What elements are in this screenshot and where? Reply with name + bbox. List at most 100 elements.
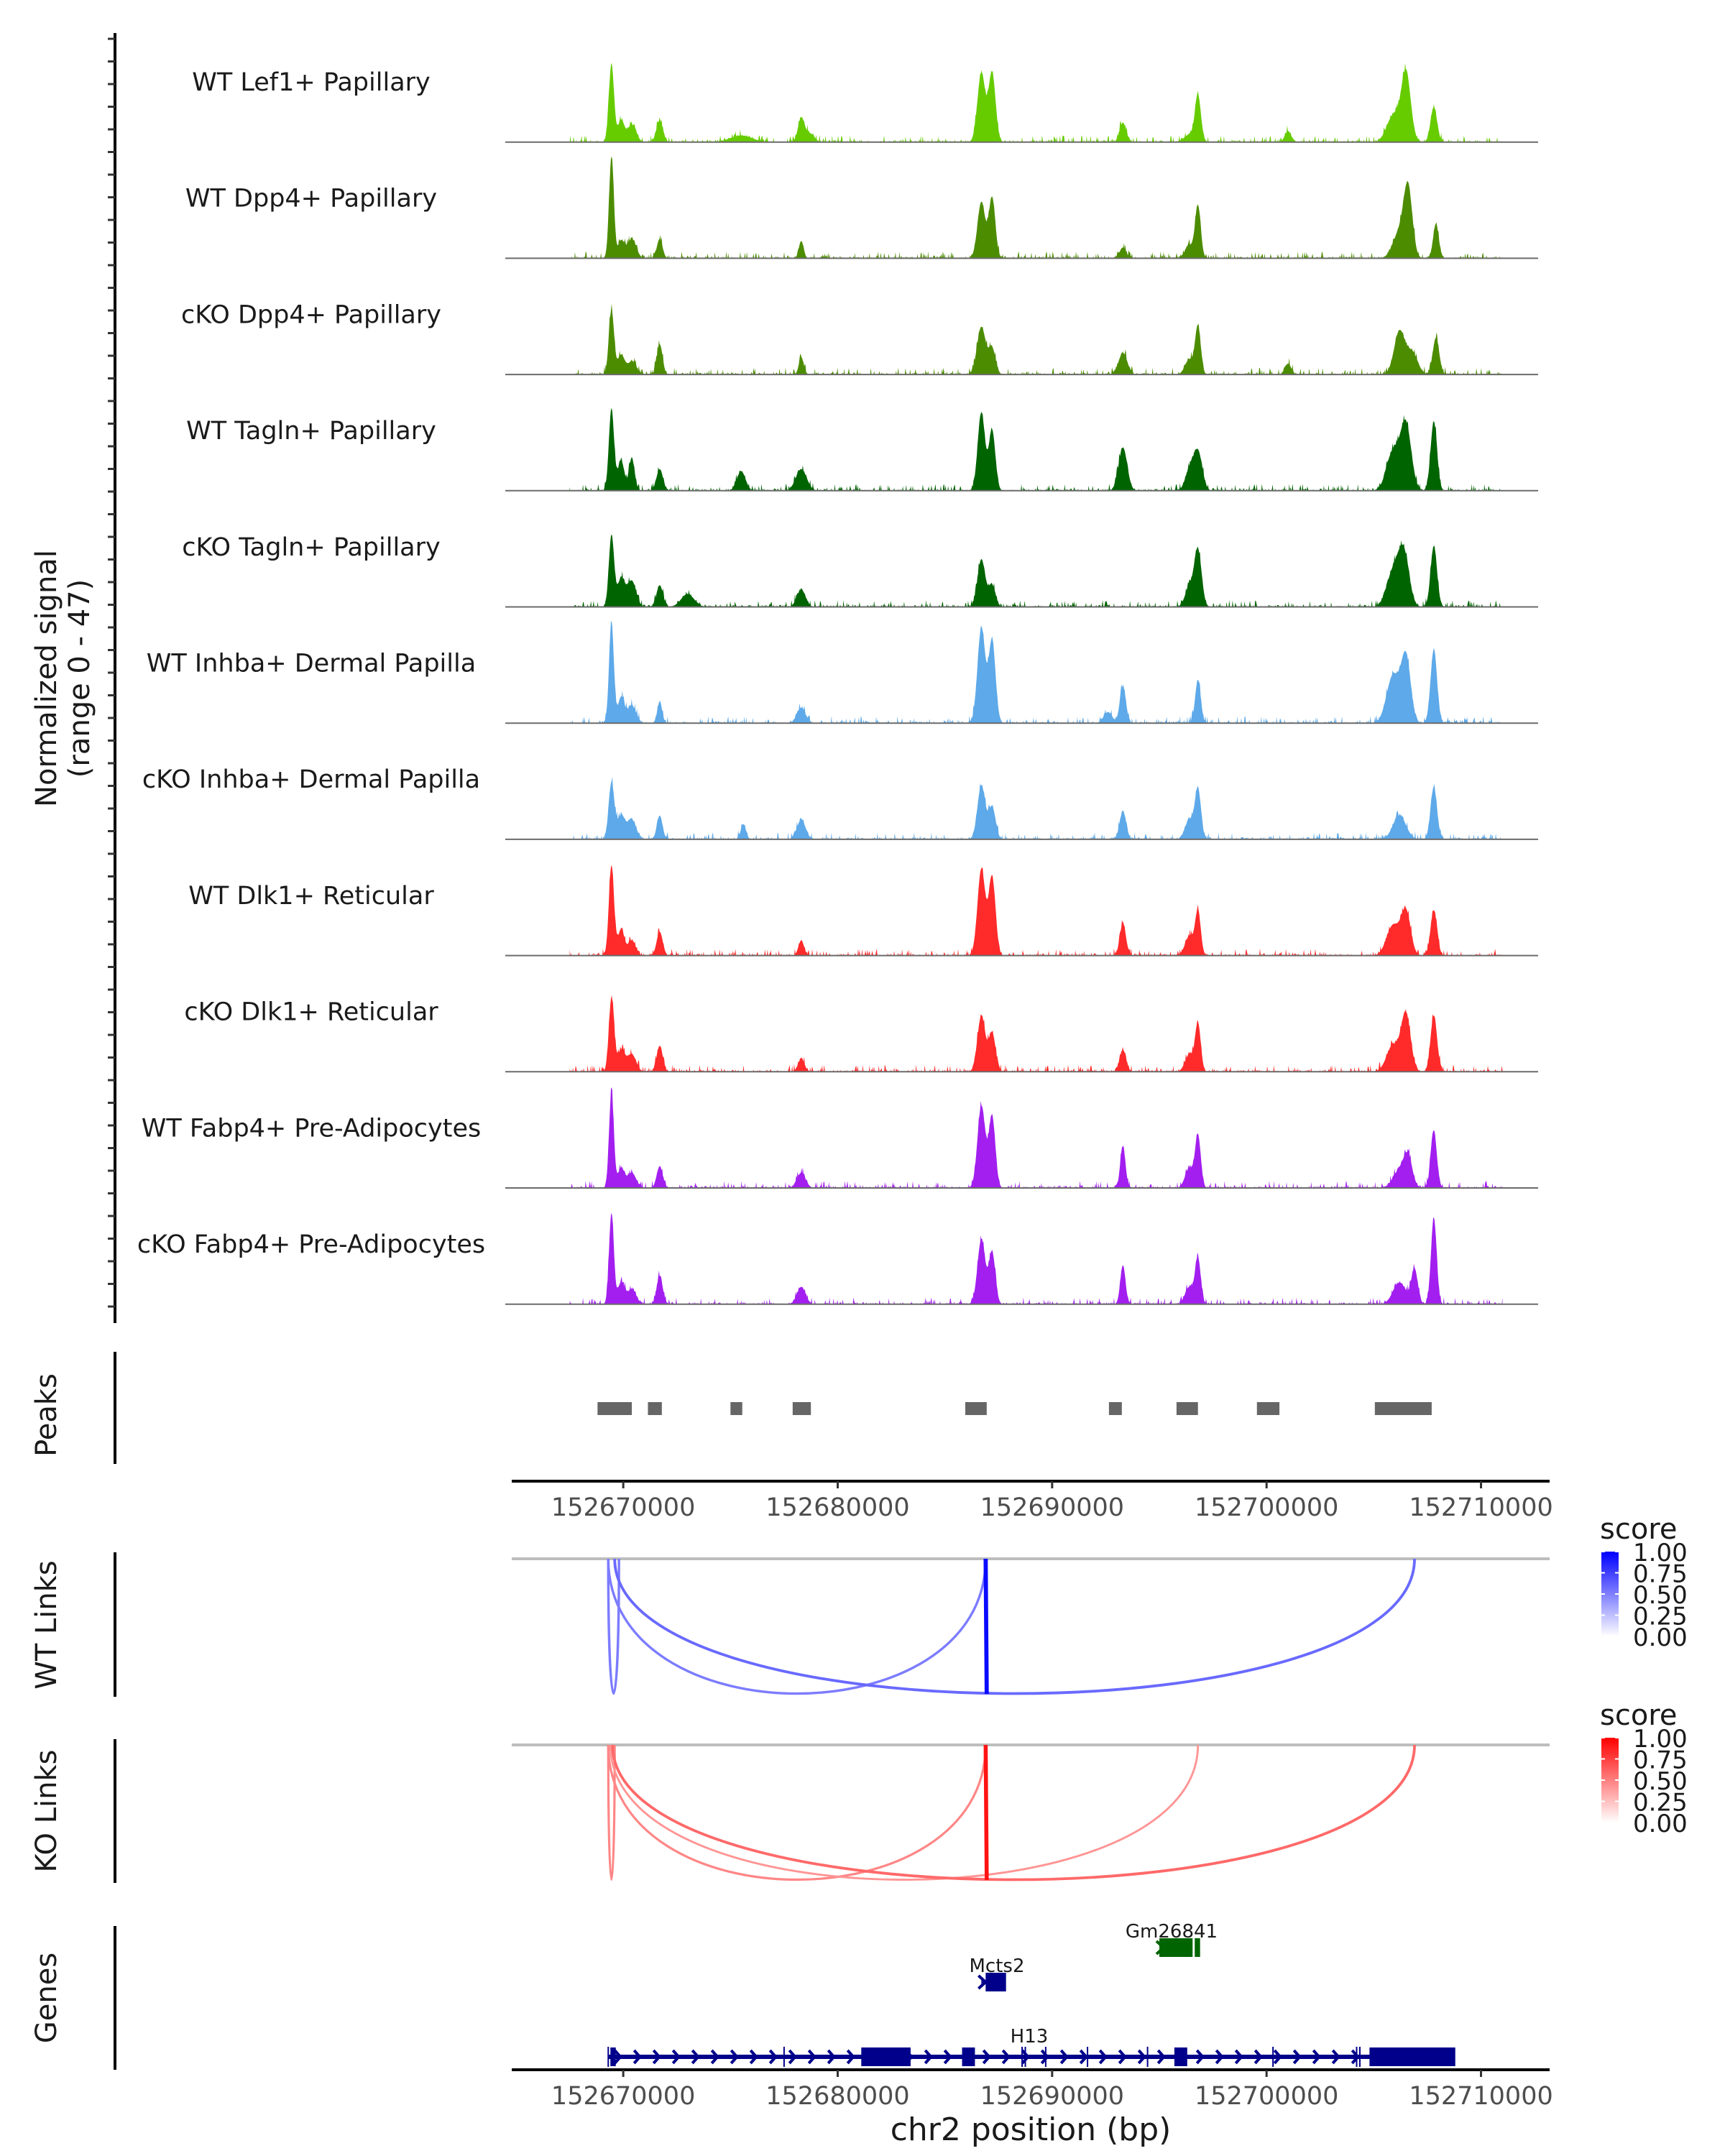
signal-area bbox=[569, 303, 1503, 375]
signal-panel: Normalized signal (range 0 - 47) WT Lef1… bbox=[30, 33, 1538, 1323]
strand-arrow-icon bbox=[1001, 2049, 1011, 2065]
track-label: cKO Inhba+ Dermal Papilla bbox=[142, 765, 480, 794]
signal-track: WT Dlk1+ Reticular bbox=[188, 865, 1538, 957]
strand-arrow-icon bbox=[1079, 2049, 1088, 2065]
signal-ylabel-line1: Normalized signal bbox=[30, 550, 63, 807]
ko-links-label: KO Links bbox=[30, 1750, 63, 1873]
strand-arrow-icon bbox=[1156, 2049, 1166, 2065]
strand-arrow-icon bbox=[749, 2049, 758, 2065]
x-tick-label: 152680000 bbox=[765, 1493, 909, 1522]
peak-regions bbox=[597, 1402, 1432, 1415]
legend-tick-label: 0.00 bbox=[1633, 1623, 1688, 1652]
ko-links-arcs bbox=[512, 1743, 1550, 1881]
gene-label: Mcts2 bbox=[969, 1955, 1024, 1977]
x-tick-label: 152710000 bbox=[1409, 2082, 1552, 2111]
strand-arrow-icon bbox=[691, 2049, 700, 2065]
gene-exon bbox=[861, 2047, 911, 2066]
peak-region bbox=[1108, 1402, 1122, 1415]
link-arc bbox=[983, 1558, 989, 1695]
link-arc bbox=[607, 1744, 616, 1881]
strand-arrow-icon bbox=[730, 2049, 739, 2065]
track-label: cKO Dpp4+ Papillary bbox=[181, 300, 441, 329]
gene-mcts2: Mcts2 bbox=[969, 1955, 1025, 1991]
signal-track: WT Tagln+ Papillary bbox=[186, 407, 1538, 492]
strand-arrow-icon bbox=[982, 2049, 991, 2065]
strand-arrow-icon bbox=[632, 2049, 642, 2065]
link-arc bbox=[613, 1558, 1416, 1695]
link-arc bbox=[609, 1744, 1200, 1881]
strand-arrow-icon bbox=[768, 2049, 778, 2065]
strand-arrow-icon bbox=[1312, 2049, 1321, 2065]
track-label: WT Tagln+ Papillary bbox=[186, 417, 436, 446]
strand-arrow-icon bbox=[1118, 2049, 1127, 2065]
link-arc bbox=[607, 1558, 988, 1695]
strand-arrow-icon bbox=[1234, 2049, 1243, 2065]
signal-track: cKO Tagln+ Papillary bbox=[182, 533, 1538, 608]
signal-area bbox=[569, 1087, 1503, 1188]
peak-region bbox=[1374, 1402, 1432, 1415]
peak-region bbox=[1256, 1402, 1280, 1415]
gene-exon bbox=[610, 2047, 616, 2066]
strand-arrow-icon bbox=[1195, 2049, 1205, 2065]
x-tick-label: 152710000 bbox=[1409, 1493, 1552, 1522]
strand-arrow-icon bbox=[1331, 2049, 1340, 2065]
signal-track: WT Inhba+ Dermal Papilla bbox=[147, 621, 1538, 724]
peak-region bbox=[965, 1402, 987, 1415]
legend-tick-label: 0.25 bbox=[1633, 1603, 1688, 1631]
strand-arrow-icon bbox=[652, 2049, 661, 2065]
peak-region bbox=[792, 1402, 811, 1415]
strand-arrow-icon bbox=[1040, 2049, 1049, 2065]
x-axis-title: chr2 position (bp) bbox=[891, 2111, 1172, 2148]
wt-links-arcs bbox=[512, 1557, 1550, 1695]
strand-arrow-icon bbox=[1059, 2049, 1069, 2065]
gene-exon bbox=[962, 2047, 975, 2066]
strand-arrow-icon bbox=[1137, 2049, 1146, 2065]
peak-region bbox=[597, 1402, 632, 1415]
x-tick-label: 152700000 bbox=[1195, 1493, 1338, 1522]
signal-area bbox=[569, 534, 1503, 607]
genes-label: Genes bbox=[30, 1953, 63, 2043]
strand-arrow-icon bbox=[788, 2049, 797, 2065]
strand-arrow-icon bbox=[1098, 2049, 1108, 2065]
x-axis-top: 152670000 152680000 152690000 152700000 1527… bbox=[551, 1481, 1553, 1522]
legend-tick-label: 0.25 bbox=[1633, 1789, 1688, 1818]
genes-panel: Genes Gm26841 Mcts2 H13 152670000 152680000… bbox=[30, 1921, 1553, 2148]
signal-area bbox=[569, 63, 1503, 142]
x-tick-label: 152670000 bbox=[551, 2082, 695, 2111]
strand-arrow-icon bbox=[1351, 2049, 1360, 2065]
legend-title: score bbox=[1600, 1699, 1677, 1732]
signal-track: WT Fabp4+ Pre-Adipocytes bbox=[142, 1087, 1538, 1189]
signal-area bbox=[569, 995, 1503, 1072]
track-label: cKO Dlk1+ Reticular bbox=[184, 998, 438, 1027]
strand-arrow-icon bbox=[846, 2049, 855, 2065]
signal-track: WT Dpp4+ Papillary bbox=[185, 156, 1538, 259]
gene-h13: H13 bbox=[607, 2026, 1455, 2067]
gene-exon bbox=[985, 1973, 1006, 1991]
strand-arrow-icon bbox=[1215, 2049, 1224, 2065]
gene-label: Gm26841 bbox=[1126, 1921, 1218, 1943]
signal-track: cKO Dpp4+ Papillary bbox=[181, 300, 1538, 376]
strand-arrow-icon bbox=[1021, 2049, 1030, 2065]
track-label: WT Dpp4+ Papillary bbox=[185, 185, 437, 213]
link-arc bbox=[983, 1744, 989, 1881]
strand-arrow-icon bbox=[1292, 2049, 1302, 2065]
signal-area bbox=[569, 621, 1503, 724]
strand-arrow-icon bbox=[613, 2049, 622, 2065]
gene-exon bbox=[1174, 2047, 1187, 2066]
strand-arrow-icon bbox=[924, 2049, 933, 2065]
x-tick-label: 152680000 bbox=[765, 2082, 909, 2111]
signal-area bbox=[569, 407, 1503, 491]
strand-arrow-icon bbox=[943, 2049, 952, 2065]
legend-title: score bbox=[1600, 1513, 1677, 1546]
gene-exon bbox=[1195, 1938, 1200, 1957]
signal-track: cKO Inhba+ Dermal Papilla bbox=[142, 765, 1538, 840]
x-tick-label: 152700000 bbox=[1195, 2082, 1338, 2111]
peak-region bbox=[648, 1402, 662, 1415]
strand-arrow-icon bbox=[671, 2049, 681, 2065]
gene-exon bbox=[1369, 2047, 1455, 2066]
